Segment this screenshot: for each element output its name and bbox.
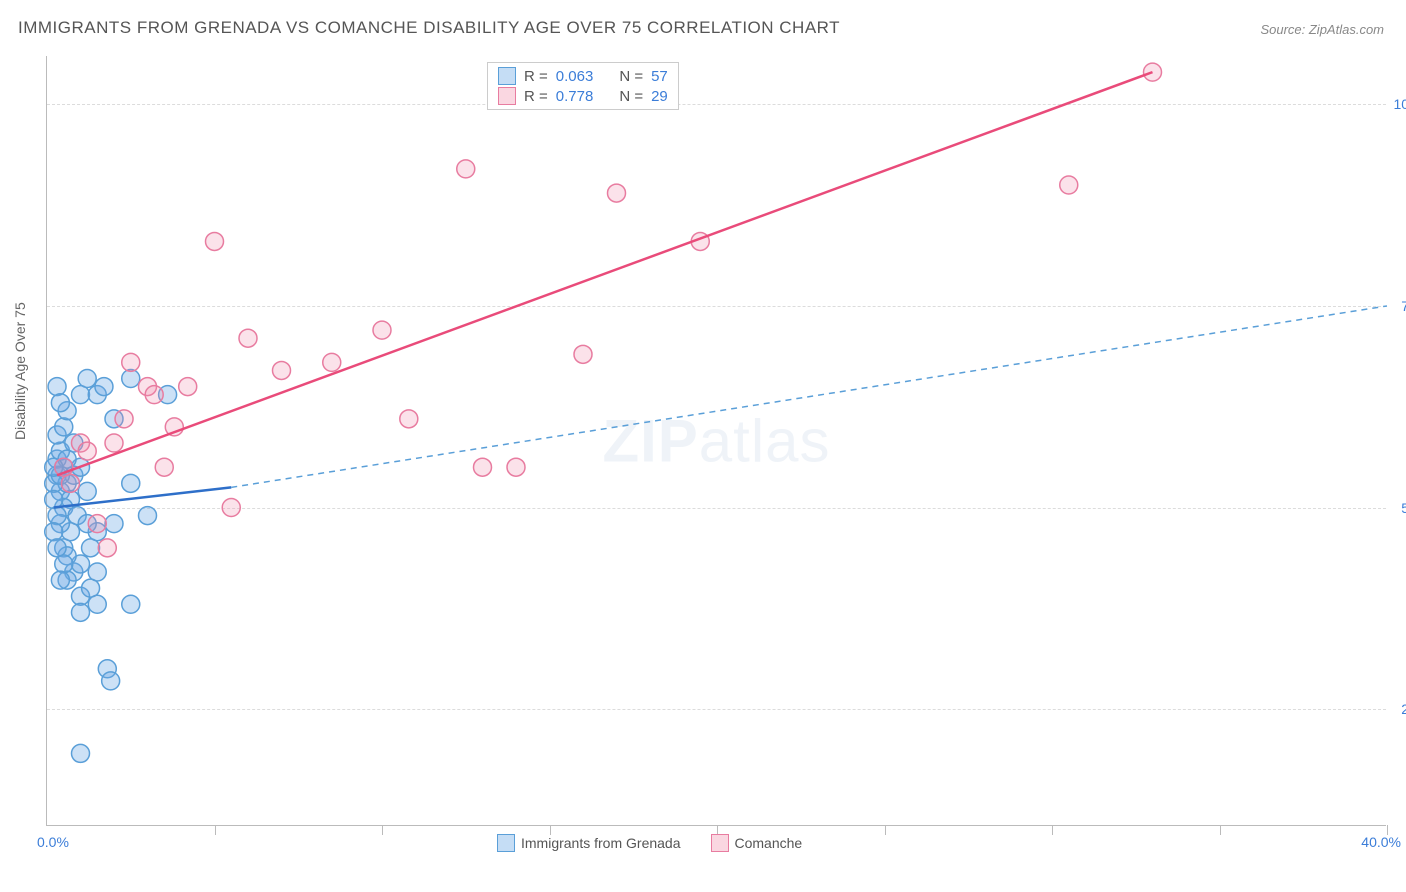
data-point [78,442,96,460]
n-value: 57 [651,68,668,85]
data-point [45,523,63,541]
data-point [48,507,66,525]
x-tick [1220,825,1221,835]
x-tick-label-min: 0.0% [37,834,69,850]
data-point [222,499,240,517]
x-tick [1052,825,1053,835]
data-point [139,507,157,525]
data-point [206,232,224,250]
data-point [61,474,79,492]
data-point [95,378,113,396]
n-label: N = [619,68,643,85]
data-point [179,378,197,396]
data-point [55,555,73,573]
data-point [273,361,291,379]
legend-item: Immigrants from Grenada [497,834,681,852]
data-point [122,370,140,388]
legend-swatch-icon [497,834,515,852]
y-tick-label: 25.0% [1401,701,1406,717]
data-point [51,571,69,589]
x-tick [382,825,383,835]
legend-item: Comanche [711,834,803,852]
chart-svg [47,56,1386,825]
data-point [102,672,120,690]
data-point [323,353,341,371]
data-point [122,474,140,492]
data-point [507,458,525,476]
data-point [88,595,106,613]
chart-container: IMMIGRANTS FROM GRENADA VS COMANCHE DISA… [0,0,1406,892]
data-point [1060,176,1078,194]
source-label: Source: ZipAtlas.com [1260,22,1384,37]
y-tick-label: 100.0% [1394,96,1406,112]
n-label: N = [619,88,643,105]
x-tick [215,825,216,835]
data-point [72,744,90,762]
legend-swatch-icon [498,87,516,105]
x-tick-label-max: 40.0% [1361,834,1401,850]
data-point [155,458,173,476]
data-point [72,386,90,404]
data-point [115,410,133,428]
legend-swatch-icon [498,67,516,85]
n-value: 29 [651,88,668,105]
stats-row: R = 0.063 N = 57 [498,67,668,85]
data-point [48,539,66,557]
data-point [122,595,140,613]
data-point [373,321,391,339]
plot-area: ZIPatlas 25.0%50.0%75.0%100.0% R = 0.063… [46,56,1386,826]
y-tick-label: 75.0% [1401,298,1406,314]
data-point [51,394,69,412]
data-point [88,515,106,533]
chart-title: IMMIGRANTS FROM GRENADA VS COMANCHE DISA… [18,18,840,38]
data-point [78,370,96,388]
legend-swatch-icon [711,834,729,852]
data-point [239,329,257,347]
x-tick [885,825,886,835]
data-point [574,345,592,363]
data-point [105,515,123,533]
data-point [145,386,163,404]
y-axis-label: Disability Age Over 75 [12,302,28,440]
data-point [72,603,90,621]
legend-label: Immigrants from Grenada [521,835,681,851]
data-point [400,410,418,428]
r-label: R = [524,68,548,85]
data-point [48,378,66,396]
data-point [82,579,100,597]
r-value: 0.778 [556,88,594,105]
stats-box: R = 0.063 N = 57 R = 0.778 N = 29 [487,62,679,110]
data-point [608,184,626,202]
data-point [55,418,73,436]
data-point [474,458,492,476]
data-point [98,539,116,557]
trend-line-blue-dashed [231,306,1387,487]
data-point [78,482,96,500]
stats-row: R = 0.778 N = 29 [498,87,668,105]
r-value: 0.063 [556,68,594,85]
trend-line-pink [57,72,1152,475]
data-point [122,353,140,371]
data-point [88,563,106,581]
r-label: R = [524,88,548,105]
data-point [457,160,475,178]
data-point [105,434,123,452]
y-tick-label: 50.0% [1401,500,1406,516]
bottom-legend: Immigrants from Grenada Comanche [497,834,802,852]
data-point [82,539,100,557]
legend-label: Comanche [735,835,803,851]
